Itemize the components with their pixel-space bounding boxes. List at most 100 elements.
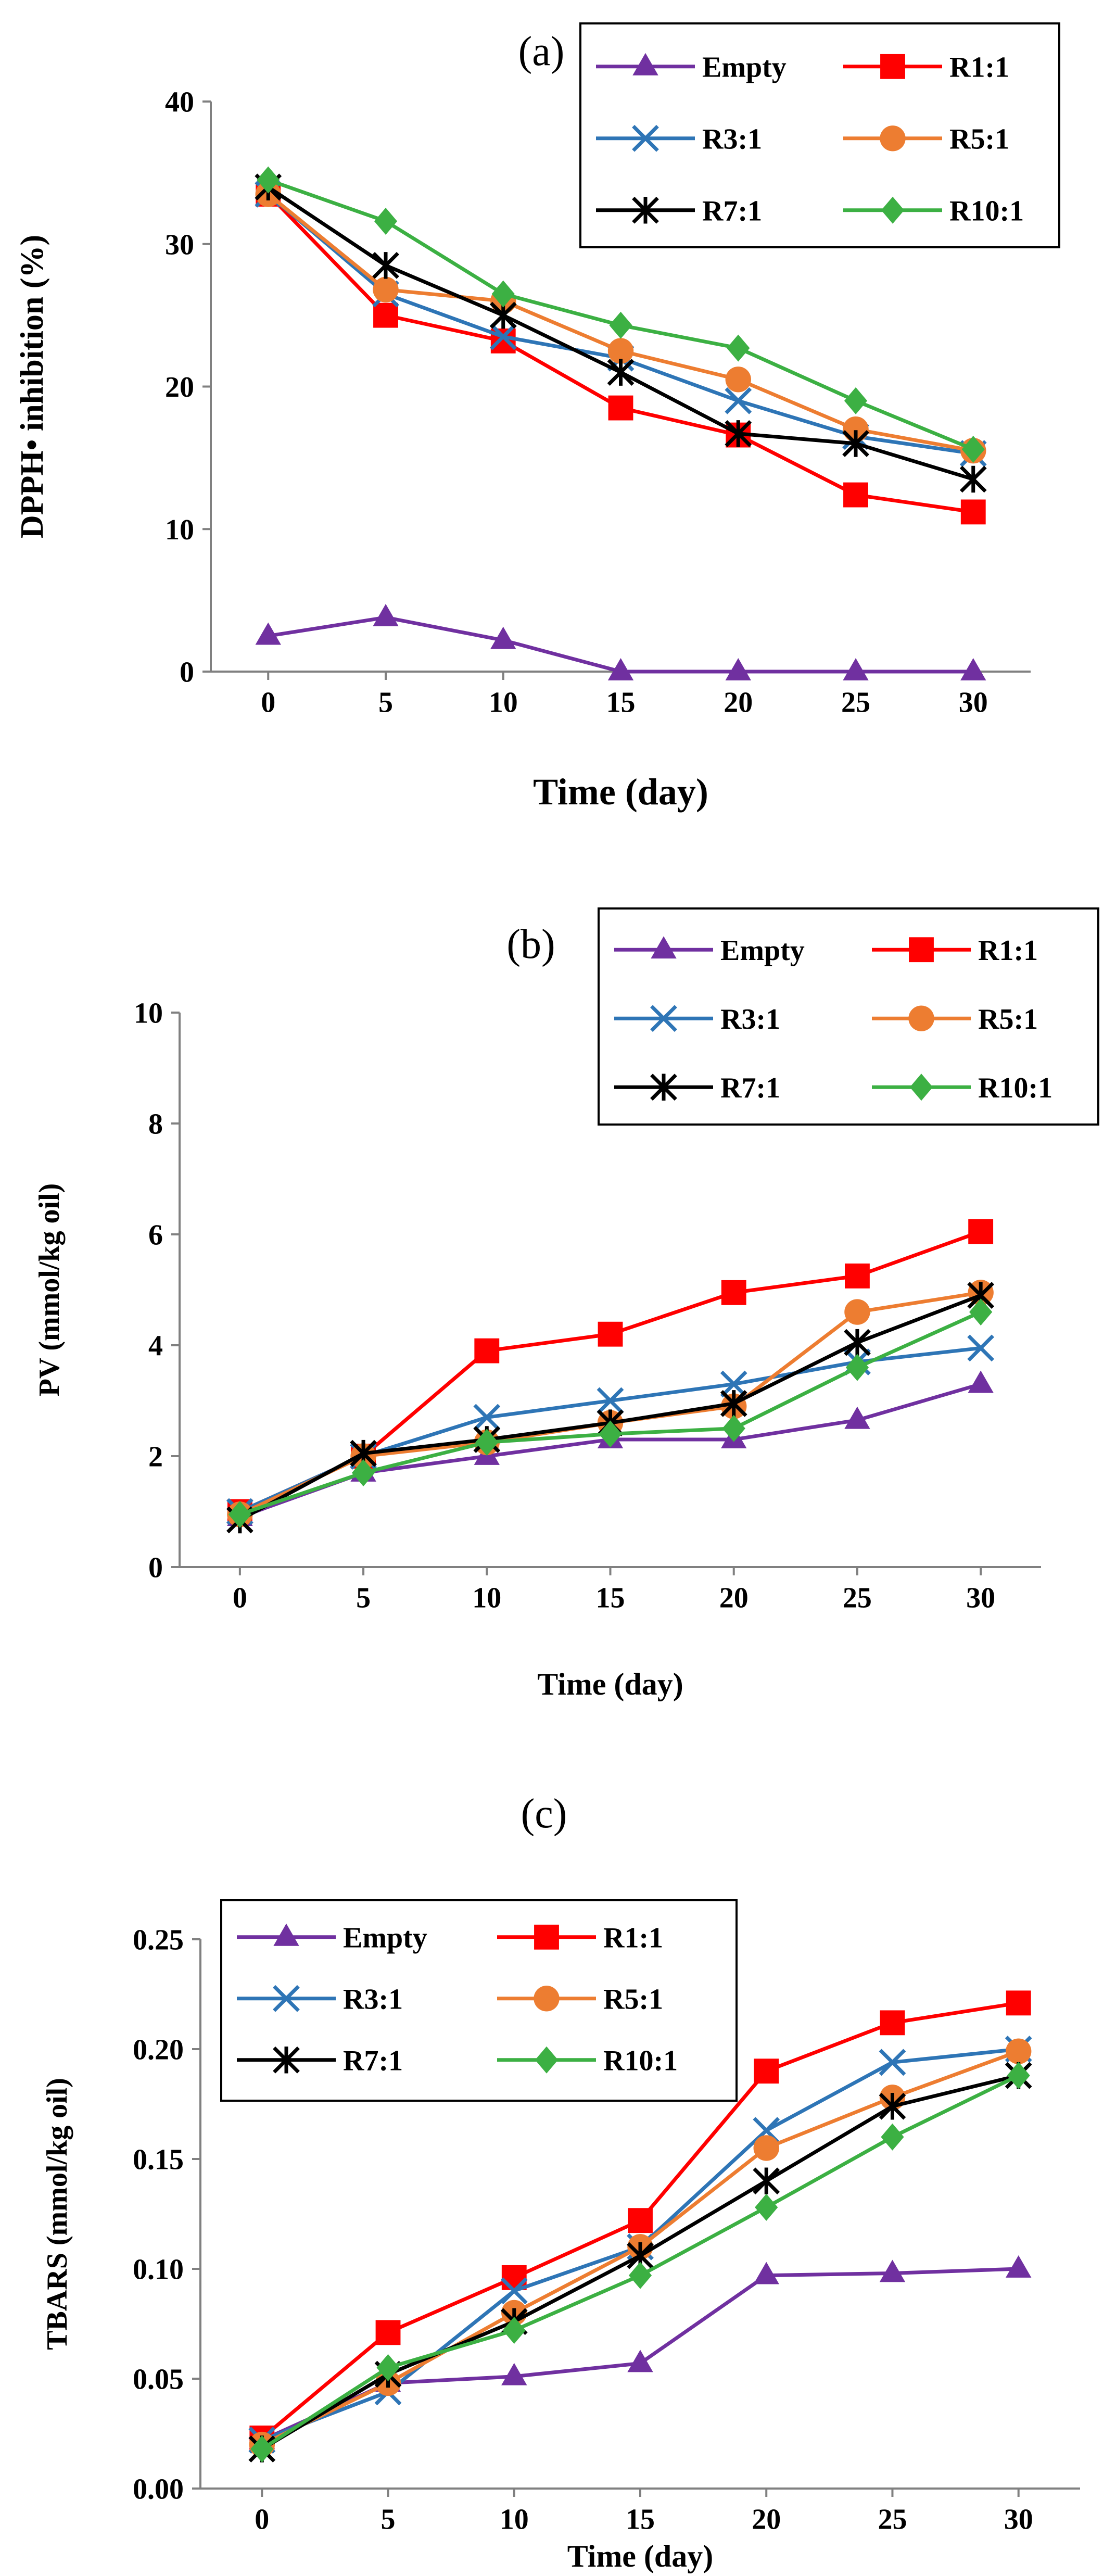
data-point-empty	[373, 603, 399, 626]
legend-item-r5-1: R5:1	[843, 123, 1009, 155]
data-point-r3-1	[879, 2049, 906, 2076]
data-point-r1-1	[628, 2208, 653, 2233]
legend-label: R10:1	[978, 1072, 1052, 1104]
y-tick-label: 40	[165, 86, 194, 119]
legend-label: R7:1	[720, 1072, 780, 1104]
legend-label: R1:1	[949, 51, 1009, 83]
data-point-empty	[843, 658, 869, 680]
data-point-empty	[501, 2363, 527, 2385]
legend-marker	[273, 1923, 299, 1946]
y-axis-label: TBARS (mmol/kg oil)	[41, 2078, 73, 2350]
data-point-r3-1	[967, 1334, 995, 1362]
y-tick-label: 6	[148, 1219, 163, 1252]
legend-label: R1:1	[978, 935, 1038, 967]
data-point-r7-1	[844, 1329, 871, 1356]
y-tick-label: 0.25	[133, 1924, 184, 1956]
x-tick-label: 0	[233, 1582, 247, 1614]
x-tick-label: 30	[1004, 2504, 1033, 2536]
y-axis-label: PV (mmol/kg oil)	[33, 1183, 66, 1397]
data-point-r1-1	[968, 1219, 994, 1244]
data-point-r10-1	[755, 2193, 778, 2221]
x-tick-label: 15	[596, 1582, 625, 1614]
y-tick-label: 4	[148, 1330, 163, 1362]
x-tick-label: 20	[752, 2504, 781, 2536]
data-point-empty	[844, 1406, 870, 1429]
data-point-empty	[490, 626, 516, 649]
data-point-r7-1	[842, 430, 869, 457]
x-tick-label: 15	[606, 687, 636, 719]
legend-label: R1:1	[603, 1922, 663, 1954]
data-point-r10-1	[1007, 2062, 1030, 2089]
data-point-r1-1	[960, 499, 986, 525]
panel-label: (b)	[506, 921, 555, 967]
legend-label: R3:1	[343, 1983, 403, 2015]
data-point-r5-1	[373, 276, 399, 303]
data-point-r10-1	[374, 207, 398, 235]
legend-item-r1-1: R1:1	[497, 1922, 663, 1954]
data-point-r1-1	[598, 1321, 623, 1347]
legend-marker	[273, 2046, 300, 2074]
legend-marker	[880, 125, 906, 151]
x-tick-label: 25	[843, 1582, 872, 1614]
y-tick-label: 20	[165, 371, 194, 403]
x-tick-label: 30	[966, 1582, 995, 1614]
x-tick-label: 20	[724, 687, 753, 719]
data-point-empty	[753, 2262, 779, 2284]
x-tick-label: 25	[841, 687, 870, 719]
series-r10-1	[228, 1298, 993, 1528]
data-point-empty	[255, 622, 281, 645]
data-point-r10-1	[628, 2262, 652, 2289]
x-tick-label: 0	[261, 687, 275, 719]
data-point-r3-1	[473, 1404, 501, 1431]
data-point-r7-1	[725, 420, 752, 447]
legend-item-empty: Empty	[614, 935, 805, 967]
axes: 0.00 0.05 0.10 0.15 0.20 0.25 0 5 10 15 20 25 30	[133, 1924, 1080, 2536]
data-point-r10-1	[491, 280, 515, 308]
x-tick-label: 10	[489, 687, 518, 719]
y-tick-label: 30	[165, 229, 194, 261]
y-tick-label: 0.00	[133, 2473, 184, 2506]
legend-marker	[650, 1005, 677, 1032]
data-point-r5-1	[844, 1299, 870, 1325]
panel-label: (c)	[521, 1791, 567, 1837]
series-r10-1	[250, 2062, 1030, 2463]
legend-item-r1-1: R1:1	[872, 935, 1038, 967]
legend-label: Empty	[720, 935, 805, 967]
data-point-r3-1	[597, 1387, 624, 1415]
data-point-r1-1	[608, 395, 633, 421]
x-tick-label: 10	[472, 1582, 501, 1614]
x-tick-label: 25	[878, 2504, 907, 2536]
chart-c: 0.00 0.05 0.10 0.15 0.20 0.25 0 5 10 15 20 25 30 Time…	[41, 1791, 1080, 2573]
legend-label: R10:1	[949, 195, 1024, 227]
data-point-r7-1	[753, 2167, 780, 2195]
legend-item-r5-1: R5:1	[872, 1003, 1038, 1036]
y-tick-label: 0	[148, 1552, 163, 1584]
data-point-r5-1	[1006, 2038, 1032, 2064]
data-point-empty	[627, 2350, 653, 2372]
chart-a: 0 10 20 30 40 0 5 10 15 20 25 30 Time (day) DPPH• inh…	[15, 22, 1060, 813]
data-point-r10-1	[257, 166, 280, 194]
y-tick-label: 0.20	[133, 2034, 184, 2066]
y-tick-label: 0.10	[133, 2254, 184, 2286]
x-tick-label: 15	[626, 2504, 655, 2536]
data-point-r1-1	[474, 1338, 500, 1363]
y-tick-label: 10	[134, 997, 163, 1030]
data-point-r10-1	[475, 1429, 499, 1456]
data-point-r10-1	[502, 2317, 526, 2344]
legend-marker	[535, 2046, 559, 2074]
y-tick-label: 0.15	[133, 2144, 184, 2176]
data-point-r1-1	[843, 482, 868, 508]
legend-marker	[651, 936, 677, 959]
data-point-r1-1	[1006, 1990, 1031, 2016]
legend-marker	[534, 1986, 560, 2012]
legend-label: R7:1	[343, 2044, 403, 2077]
legend-marker	[632, 196, 659, 224]
chart-b: 0 2 4 6 8 10 0 5 10 15 20 25 30 Time (day) PV (mmol/kg…	[33, 907, 1099, 1701]
legend-marker	[908, 1005, 934, 1031]
data-point-r1-1	[721, 1280, 746, 1305]
legend-marker	[909, 937, 934, 963]
y-tick-label: 0	[180, 656, 194, 689]
data-point-empty	[607, 658, 634, 680]
legend-marker	[880, 54, 905, 79]
